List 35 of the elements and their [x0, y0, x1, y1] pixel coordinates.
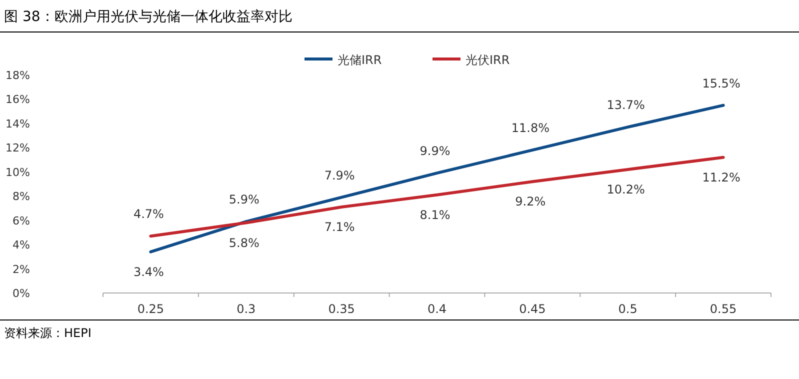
x-tick-label: 0.4: [427, 302, 447, 316]
x-tick-label: 0.3: [236, 302, 256, 316]
data-label: 11.2%: [702, 170, 740, 184]
data-label: 4.7%: [133, 207, 164, 222]
data-label: 9.2%: [515, 194, 546, 209]
legend-label: 光伏IRR: [466, 53, 510, 67]
y-tick-label: 2%: [12, 262, 30, 276]
x-tick-label: 0.55: [710, 302, 737, 316]
chart-title: 图 38：欧洲户用光伏与光储一体化收益率对比: [4, 9, 292, 25]
y-tick-label: 14%: [6, 117, 30, 130]
y-tick-label: 12%: [6, 142, 30, 155]
data-label: 5.9%: [228, 192, 260, 207]
data-label: 11.8%: [511, 121, 550, 136]
legend-label: 光储IRR: [338, 53, 382, 67]
x-tick-label: 0.35: [328, 302, 355, 316]
y-tick-label: 18%: [6, 69, 30, 82]
y-tick-label: 0%: [12, 287, 30, 300]
x-tick-label: 0.5: [618, 302, 638, 316]
data-label: 8.1%: [420, 208, 450, 222]
data-label: 5.8%: [228, 236, 260, 250]
y-tick-label: 4%: [12, 238, 30, 252]
text: 资料来源：HEPI: [4, 326, 92, 340]
y-tick-label: 6%: [12, 214, 30, 228]
x-tick-label: 0.45: [519, 302, 546, 316]
data-label: 7.1%: [324, 220, 355, 234]
data-label: 3.4%: [133, 264, 164, 279]
y-tick-label: 8%: [12, 190, 30, 204]
y-tick-label: 16%: [6, 93, 30, 106]
data-label: 7.9%: [324, 168, 355, 182]
y-tick-label: 10%: [6, 166, 30, 179]
data-label: 15.5%: [702, 76, 740, 90]
data-label: 10.2%: [606, 182, 645, 196]
x-tick-label: 0.25: [137, 302, 164, 316]
data-label: 9.9%: [420, 144, 450, 158]
data-label: 13.7%: [606, 98, 645, 112]
